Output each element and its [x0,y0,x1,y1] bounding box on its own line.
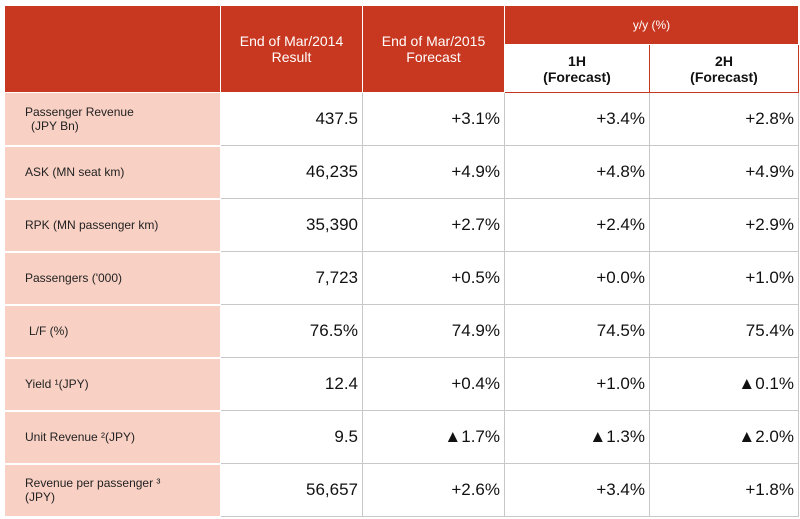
cell-1h: +2.4% [504,198,650,252]
table-row: ASK (MN seat km) 46,235 +4.9% +4.8% +4.9… [4,145,799,200]
row-label-line: (JPY Bn) [31,118,79,133]
row-label-line: Passenger Revenue [25,104,134,119]
cell-2h: ▲2.0% [649,410,799,464]
cell-end-2014: 9.5 [220,410,363,464]
col-header-yy: y/y (%) [504,5,799,45]
header-line: Forecast [406,49,461,65]
cell-2h: +2.8% [649,92,799,146]
header-line: End of Mar/2014 [239,33,344,49]
cell-end-2014: 46,235 [220,145,363,199]
cell-end-2014: 56,657 [220,463,363,517]
cell-end-2014: 76.5% [220,304,363,358]
corner-header-cell [4,5,221,93]
row-label-line: RPK (MN passenger km) [25,218,159,232]
col-header-end-mar-2014: End of Mar/2014 Result [220,5,363,93]
cell-end-2015: +0.5% [362,251,505,305]
col-header-1h: 1H (Forecast) [504,44,650,93]
row-label: Yield ¹(JPY) [4,357,221,412]
cell-end-2015: ▲1.7% [362,410,505,464]
row-label-line: Yield ¹(JPY) [25,377,89,391]
table-row: Passengers ('000) 7,723 +0.5% +0.0% +1.0… [4,251,799,306]
cell-2h: +2.9% [649,198,799,252]
header-line: (Forecast) [543,68,611,85]
cell-2h: +1.0% [649,251,799,305]
cell-end-2014: 12.4 [220,357,363,411]
header-line: Result [271,49,312,65]
header-line: (Forecast) [690,68,758,85]
cell-end-2015: +2.6% [362,463,505,517]
cell-end-2014: 35,390 [220,198,363,252]
cell-2h: +4.9% [649,145,799,199]
cell-end-2015: +3.1% [362,92,505,146]
cell-1h: +1.0% [504,357,650,411]
cell-2h: 75.4% [649,304,799,358]
cell-1h: +3.4% [504,463,650,517]
row-label-line: L/F (%) [29,324,69,338]
row-label: Revenue per passenger ³ (JPY) [4,463,221,518]
table-row: Passenger Revenue (JPY Bn) 437.5 +3.1% +… [4,92,799,147]
passenger-stats-table: End of Mar/2014 Result End of Mar/2015 F… [4,5,799,518]
header-line: End of Mar/2015 [381,33,486,49]
row-label-line: (JPY) [25,490,55,504]
row-label: Passengers ('000) [4,251,221,306]
row-label-line: Revenue per passenger ³ [25,476,161,490]
cell-1h: 74.5% [504,304,650,358]
table-row: Revenue per passenger ³ (JPY) 56,657 +2.… [4,463,799,518]
cell-end-2015: +0.4% [362,357,505,411]
table-row: Yield ¹(JPY) 12.4 +0.4% +1.0% ▲0.1% [4,357,799,412]
cell-1h: +4.8% [504,145,650,199]
cell-2h: +1.8% [649,463,799,517]
row-label-line: ASK (MN seat km) [25,165,125,179]
cell-end-2015: +2.7% [362,198,505,252]
cell-2h: ▲0.1% [649,357,799,411]
row-label-line: Unit Revenue ²(JPY) [25,430,136,444]
cell-end-2015: +4.9% [362,145,505,199]
col-header-2h: 2H (Forecast) [649,44,799,93]
cell-1h: +0.0% [504,251,650,305]
cell-1h: ▲1.3% [504,410,650,464]
row-label: L/F (%) [4,304,221,359]
row-label-line: Passengers ('000) [25,271,123,285]
cell-end-2014: 7,723 [220,251,363,305]
row-label: ASK (MN seat km) [4,145,221,200]
table-row: L/F (%) 76.5% 74.9% 74.5% 75.4% [4,304,799,359]
col-header-end-mar-2015: End of Mar/2015 Forecast [362,5,505,93]
table-row: Unit Revenue ²(JPY) 9.5 ▲1.7% ▲1.3% ▲2.0… [4,410,799,465]
cell-1h: +3.4% [504,92,650,146]
header-line: 1H [568,52,586,69]
cell-end-2014: 437.5 [220,92,363,146]
row-label: Unit Revenue ²(JPY) [4,410,221,465]
row-label: Passenger Revenue (JPY Bn) [4,92,221,147]
header-line: 2H [715,52,733,69]
row-label: RPK (MN passenger km) [4,198,221,253]
table-row: RPK (MN passenger km) 35,390 +2.7% +2.4%… [4,198,799,253]
cell-end-2015: 74.9% [362,304,505,358]
